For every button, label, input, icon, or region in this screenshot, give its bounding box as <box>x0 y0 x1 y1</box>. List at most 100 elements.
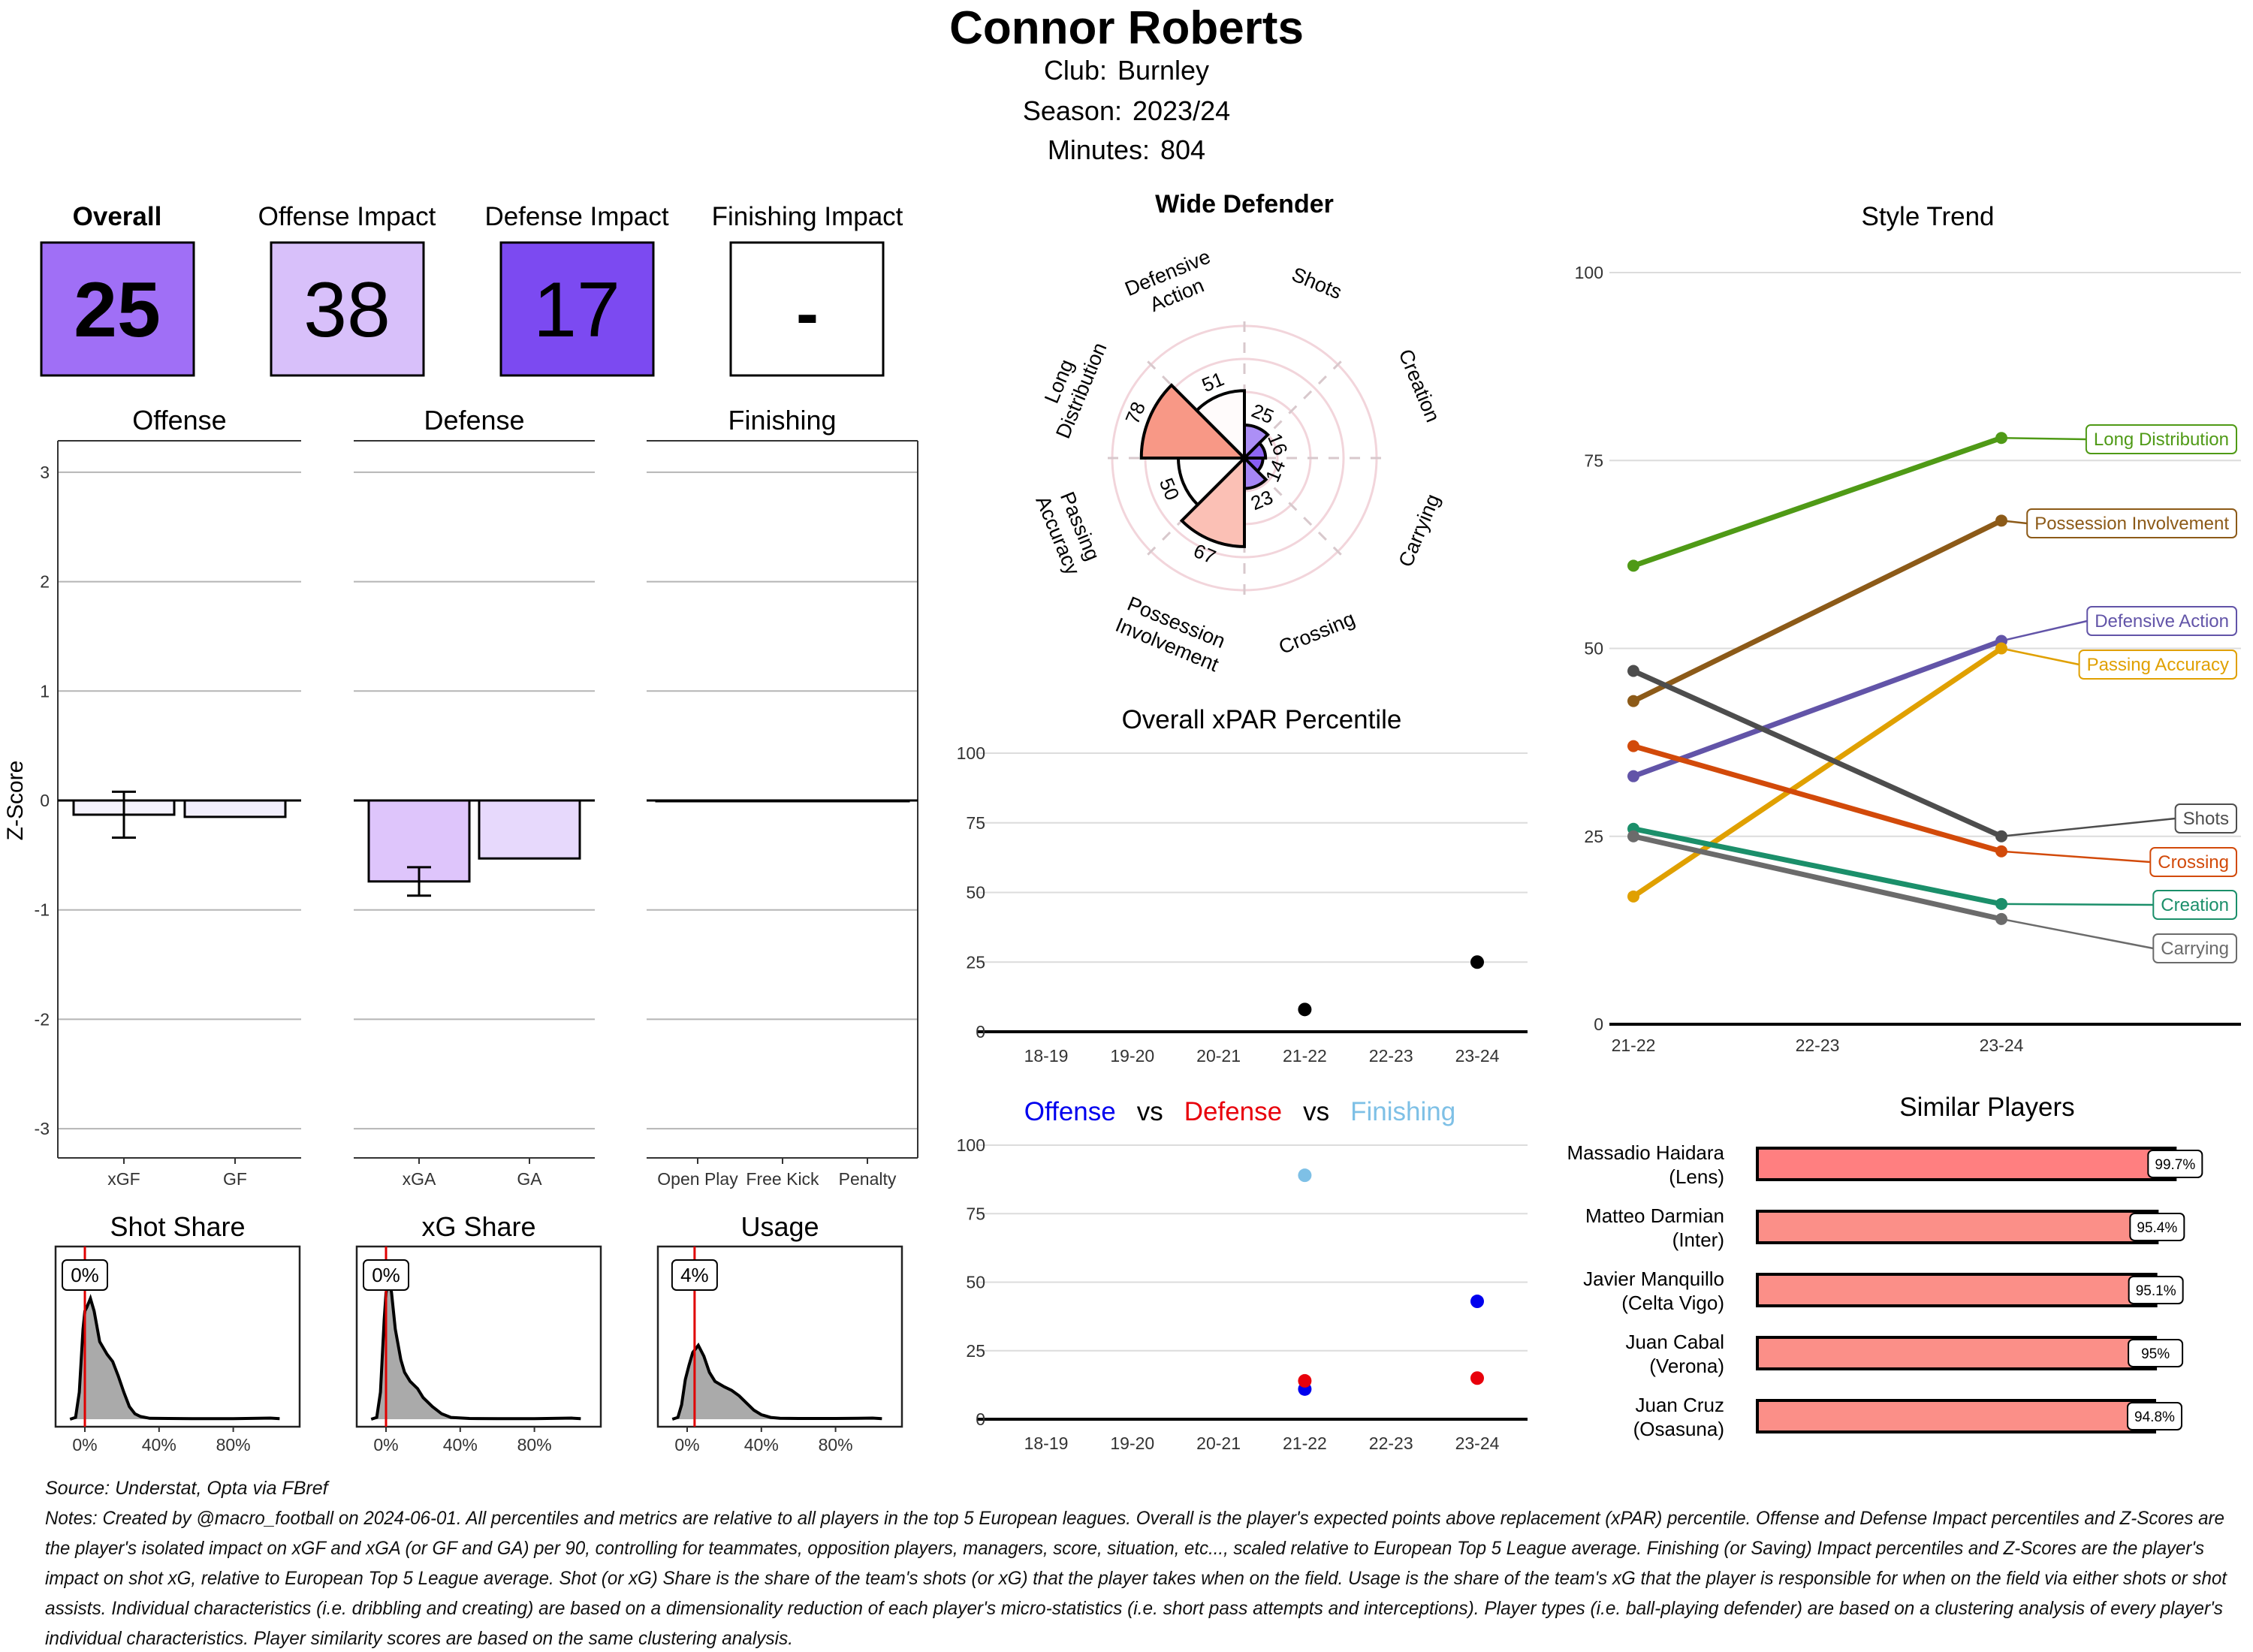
player-name: Juan Cabal <box>1625 1331 1724 1353</box>
trend-series-label: Shots <box>2183 809 2229 829</box>
x-tick-label: 20-21 <box>1196 1046 1241 1066</box>
x-tick-label: 23-24 <box>1980 1036 2024 1055</box>
trend-label-box <box>2174 803 2237 834</box>
source-text: Source: Understat, Opta via FBref <box>45 1478 330 1499</box>
y-axis-label: Z-Score <box>3 761 28 841</box>
y-tick-label: -1 <box>35 900 50 920</box>
scatter-point <box>1470 955 1484 969</box>
density-curve <box>671 1342 882 1421</box>
trend-point <box>1627 770 1639 782</box>
card-label-offense: Offense Impact <box>258 202 436 231</box>
scatter-point <box>1298 1168 1312 1183</box>
similarity-label-box <box>2147 1150 2203 1178</box>
trend-series-label: Defensive Action <box>2095 611 2229 632</box>
radar-bar <box>1194 389 1246 462</box>
club-label: Club: <box>1044 55 1107 86</box>
player-value-box <box>671 1259 718 1291</box>
season-value: 2023/24 <box>1133 95 1230 126</box>
x-tick-label: 20-21 <box>1196 1433 1241 1453</box>
y-tick-label: 100 <box>957 1135 985 1155</box>
similarity-bar <box>1756 1273 2158 1307</box>
similarity-label: 95% <box>2141 1346 2170 1362</box>
player-club: (Inter) <box>1672 1228 1724 1251</box>
x-tick-label: 0% <box>674 1435 699 1455</box>
card-label-overall: Overall <box>73 202 162 231</box>
radar-category-label: Carrying <box>1394 491 1444 571</box>
x-tick-label: Free Kick <box>746 1169 819 1189</box>
x-tick-label: xGF <box>107 1169 140 1189</box>
scatter-point <box>1298 1373 1312 1388</box>
z-bar <box>183 799 287 818</box>
x-tick-label: Penalty <box>839 1169 897 1189</box>
panel-title: Defense <box>424 405 524 436</box>
club-line: Club: Burnley <box>1044 55 1209 86</box>
title-part: Offense <box>1024 1097 1116 1126</box>
x-tick-label: 19-20 <box>1110 1046 1154 1066</box>
z-bar <box>478 799 581 860</box>
zscore-chart: Z-Score 3 2 1 0 -1 -2 -3 Offense xGF GF Defense xGA G… <box>3 405 918 1189</box>
similarity-label-box <box>2128 1276 2184 1304</box>
trend-label-box <box>2026 508 2237 538</box>
radar-bar <box>1179 454 1246 548</box>
trend-label-connector <box>2001 903 2154 906</box>
density-charts: Shot Share 0% 0% 40% 80% xG Share 0% 0% 40% 80% Us… <box>54 1211 903 1455</box>
trend-line <box>1632 518 2003 704</box>
player-name: Javier Manquillo <box>1583 1268 1724 1290</box>
radar-category-label: PossessionInvolvement <box>1112 591 1232 676</box>
season-label: Season: <box>1023 95 1122 126</box>
trend-series-label: Passing Accuracy <box>2087 655 2229 675</box>
y-tick-label: 50 <box>966 883 985 903</box>
notes-line: assists. Individual characteristics (i.e… <box>45 1598 2223 1619</box>
card-value-finishing: - <box>796 276 819 351</box>
card-value-defense: 17 <box>533 267 620 354</box>
radar-category-label: DefensiveAction <box>1122 245 1223 322</box>
trend-point <box>1627 830 1639 843</box>
x-tick-label: 0% <box>72 1435 97 1455</box>
trend-label-box <box>2086 606 2237 636</box>
trend-point <box>1627 559 1639 572</box>
trend-point <box>1627 890 1639 903</box>
similarity-bar <box>1756 1147 2177 1181</box>
radar-category-word: Shots <box>1289 263 1345 303</box>
y-tick-label: 0 <box>40 791 50 810</box>
x-tick-label: 40% <box>142 1435 176 1455</box>
density-area <box>371 1280 581 1419</box>
radar-bar <box>1241 441 1268 460</box>
notes-line: the player's isolated impact on xGF and … <box>45 1538 2204 1559</box>
similarity-label-box <box>2128 1339 2184 1367</box>
trend-label-box <box>2149 847 2237 877</box>
player-name: Massadio Haidara <box>1567 1141 1724 1164</box>
x-tick-label: 80% <box>216 1435 251 1455</box>
club-value: Burnley <box>1117 55 1209 86</box>
player-name: Matteo Darmian <box>1585 1204 1724 1227</box>
panel-title: Offense <box>132 405 226 436</box>
x-tick-label: GA <box>517 1169 542 1189</box>
x-tick-label: 23-24 <box>1455 1433 1500 1453</box>
radar-category-label: LongDistribution <box>1030 330 1111 442</box>
similarity-label: 99.7% <box>2155 1157 2195 1173</box>
y-tick-label: 100 <box>957 743 985 763</box>
trend-point <box>1627 695 1639 707</box>
similarity-label-box <box>2126 1402 2182 1430</box>
x-tick-label: 40% <box>744 1435 779 1455</box>
trend-series-label: Possession Involvement <box>2034 514 2229 534</box>
radar-value-label: 25 <box>1248 399 1277 428</box>
impact-cards: Overall Offense Impact Defense Impact Fi… <box>40 202 903 377</box>
player-value-label: 0% <box>71 1264 99 1286</box>
radar-value-label: 50 <box>1155 475 1184 503</box>
y-tick-label: 1 <box>40 681 50 701</box>
chart-title: Offense vs Defense vs Finishing <box>1024 1097 1455 1126</box>
style-trend-chart: Style Trend 0 25 50 75 100 21-22 22-23 23-24 Long… <box>1575 202 2241 1055</box>
x-tick-label: 40% <box>443 1435 478 1455</box>
x-tick-label: GF <box>223 1169 247 1189</box>
trend-label-connector <box>2001 918 2154 950</box>
title-part: Defense <box>1184 1097 1282 1126</box>
y-tick-label: 25 <box>1584 827 1603 846</box>
y-tick-label: 75 <box>1584 451 1603 470</box>
x-tick-label: xGA <box>403 1169 436 1189</box>
minutes-line: Minutes: 804 <box>1048 134 1205 165</box>
player-value-box <box>363 1259 409 1291</box>
scatter-point <box>1470 1371 1484 1385</box>
y-tick-label: 2 <box>40 572 50 592</box>
